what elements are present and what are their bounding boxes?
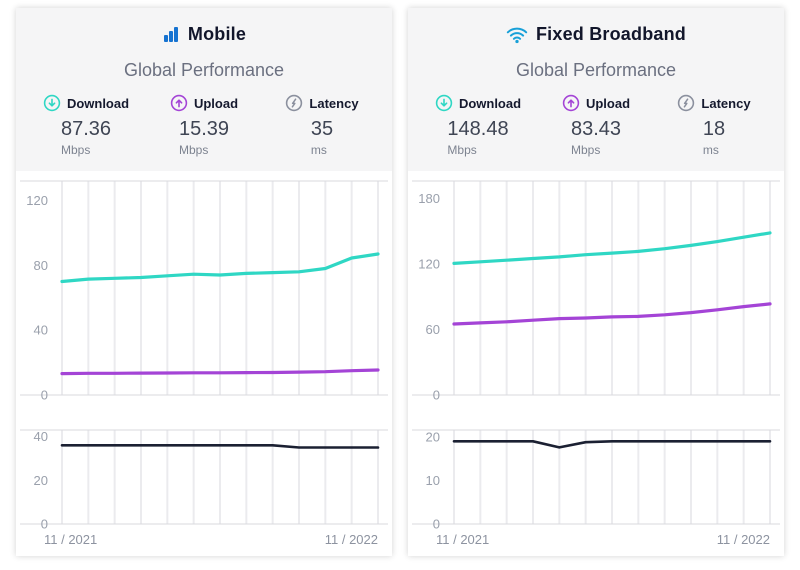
stat-value: 18 — [702, 118, 726, 140]
mobile-bar-chart-icon — [162, 26, 180, 44]
stat-upload: Upload 83.43 Mbps — [548, 94, 644, 157]
panel-title: Mobile — [187, 24, 247, 44]
stat-unit: Mbps — [60, 143, 91, 157]
fixed-latency-chart: 0 10 20 11 / 2021 11 / 2022 — [412, 429, 780, 547]
svg-text:20: 20 — [426, 429, 440, 444]
latency-icon — [285, 94, 303, 112]
svg-text:40: 40 — [34, 323, 48, 338]
svg-text:10: 10 — [426, 473, 440, 488]
mobile-title-row: Mobile — [16, 24, 392, 45]
svg-text:0: 0 — [433, 388, 440, 403]
stat-download: Download 148.48 Mbps — [430, 94, 526, 157]
svg-text:180: 180 — [418, 191, 440, 206]
svg-text:11 / 2022: 11 / 2022 — [325, 532, 378, 547]
stat-unit: Mbps — [447, 143, 477, 157]
stat-value: 35 — [310, 118, 334, 140]
stat-unit: Mbps — [178, 143, 209, 157]
mobile-panel: Mobile Global Performance Download — [16, 8, 392, 556]
svg-text:11 / 2021: 11 / 2021 — [44, 532, 97, 547]
stat-label: Download — [458, 95, 522, 111]
fixed-stats: Download 148.48 Mbps — [408, 94, 784, 157]
upload-icon — [562, 94, 580, 112]
svg-text:0: 0 — [41, 517, 48, 532]
fixed-header: Fixed Broadband Global Performance Downl… — [408, 8, 784, 171]
fixed-speed-chart: 0 60 120 180 — [412, 180, 780, 403]
wifi-icon — [506, 25, 528, 44]
svg-text:20: 20 — [34, 473, 48, 488]
fixed-broadband-panel: Fixed Broadband Global Performance Downl… — [408, 8, 784, 556]
svg-text:0: 0 — [41, 388, 48, 403]
svg-text:11 / 2021: 11 / 2021 — [436, 532, 489, 547]
svg-text:60: 60 — [426, 322, 440, 337]
stat-label: Latency — [309, 95, 359, 111]
global-performance-page: Mobile Global Performance Download — [16, 8, 784, 556]
mobile-header: Mobile Global Performance Download — [16, 8, 392, 171]
stat-latency: Latency 35 ms — [274, 94, 370, 157]
stat-label: Latency — [701, 95, 751, 111]
stat-value: 87.36 — [60, 118, 112, 140]
svg-text:120: 120 — [418, 256, 440, 271]
stat-unit: ms — [702, 143, 719, 157]
upload-icon — [170, 94, 188, 112]
download-icon — [435, 94, 453, 112]
mobile-latency-chart-section: 0 20 40 11 / 2021 11 / 2022 — [16, 422, 392, 555]
stat-upload: Upload 15.39 Mbps — [156, 94, 252, 157]
stat-label: Download — [66, 95, 130, 111]
fixed-title-row: Fixed Broadband — [408, 24, 784, 45]
download-icon — [43, 94, 61, 112]
stat-value: 15.39 — [178, 118, 230, 140]
panel-title: Fixed Broadband — [535, 24, 686, 44]
svg-text:120: 120 — [26, 193, 48, 208]
svg-text:0: 0 — [433, 517, 440, 532]
svg-text:80: 80 — [34, 258, 48, 273]
panel-subtitle: Global Performance — [123, 60, 285, 80]
stat-unit: Mbps — [570, 143, 601, 157]
mobile-speed-chart: 0 40 80 120 — [20, 180, 388, 403]
fixed-speed-chart-section: 0 60 120 180 — [408, 173, 784, 408]
mobile-speed-chart-section: 0 40 80 120 — [16, 173, 392, 408]
svg-text:40: 40 — [34, 429, 48, 444]
mobile-stats: Download 87.36 Mbps — [16, 94, 392, 157]
stat-download: Download 87.36 Mbps — [38, 94, 134, 157]
stat-value: 83.43 — [570, 118, 622, 140]
fixed-latency-chart-section: 0 10 20 11 / 2021 11 / 2022 — [408, 422, 784, 555]
mobile-latency-chart: 0 20 40 11 / 2021 11 / 2022 — [20, 429, 388, 547]
svg-text:11 / 2022: 11 / 2022 — [717, 532, 770, 547]
stat-label: Upload — [193, 95, 239, 111]
stat-value: 148.48 — [447, 118, 509, 140]
latency-icon — [677, 94, 695, 112]
panel-subtitle: Global Performance — [515, 60, 677, 80]
stat-label: Upload — [585, 95, 631, 111]
stat-latency: Latency 18 ms — [666, 94, 762, 157]
stat-unit: ms — [310, 143, 327, 157]
